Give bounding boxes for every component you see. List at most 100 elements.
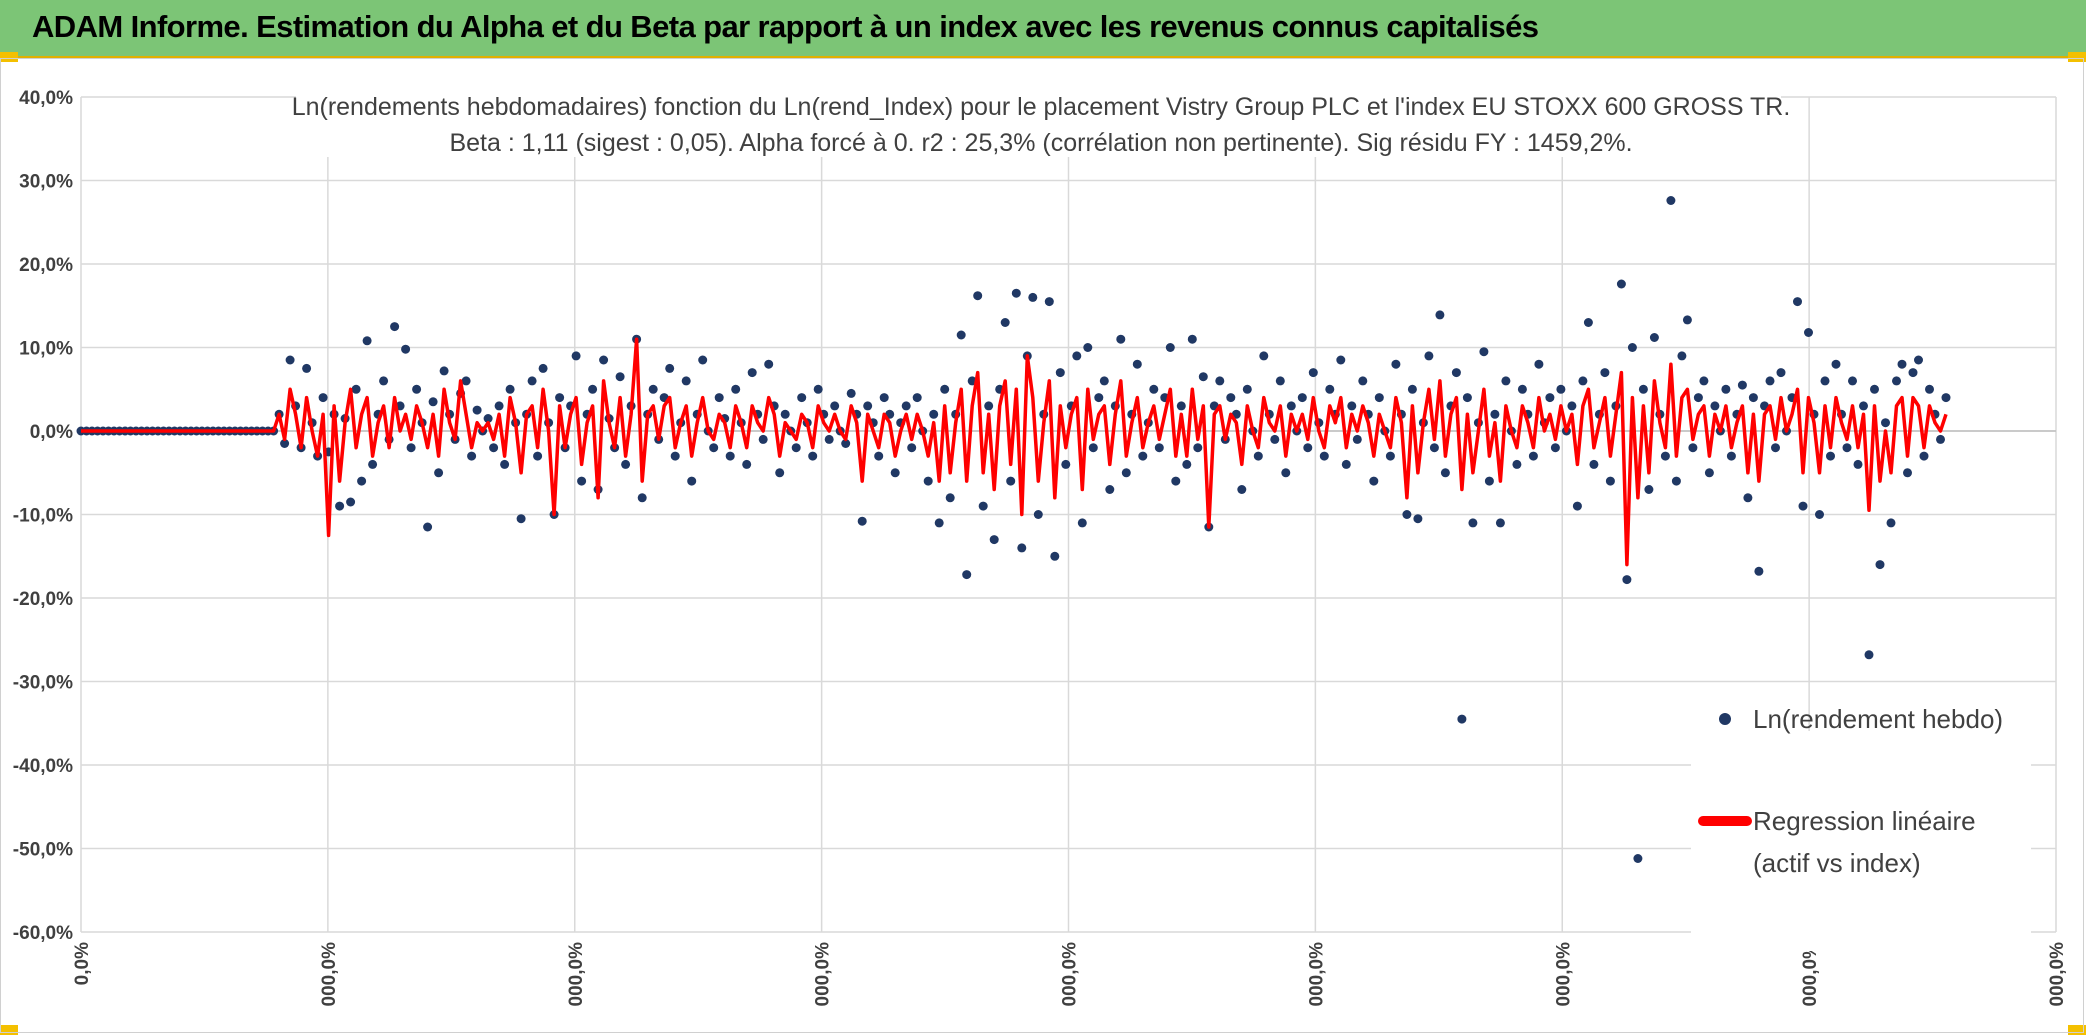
data-point [401,344,411,354]
data-point [1919,451,1929,461]
data-point [1517,384,1527,394]
data-point [1099,376,1109,386]
data-point [1341,459,1351,469]
data-point [1050,551,1060,561]
corner-marker-bottom-right [2068,1025,2086,1035]
data-point [1804,328,1813,337]
data-point [1578,376,1588,386]
y-tick-label: 30,0% [19,172,73,193]
data-point [1831,359,1841,369]
data-point [428,397,438,407]
x-tick-label: 000,0% [566,942,587,1007]
data-point [406,443,416,453]
y-tick-label: 40,0% [19,88,73,109]
data-point [764,359,774,369]
data-point [1633,854,1643,863]
data-point [1908,368,1918,378]
data-point [621,459,631,469]
data-point [973,291,983,301]
data-point [1820,376,1830,386]
data-point [357,476,367,486]
data-point [824,434,834,444]
data-point [907,443,917,453]
series-regression [81,337,1948,567]
data-point [335,501,345,511]
data-point [1550,443,1560,453]
data-point [1077,518,1087,528]
data-point [775,468,785,478]
data-point [1352,434,1362,444]
data-point [731,384,741,394]
data-point [1859,401,1868,411]
data-point [1385,451,1395,461]
data-point [1721,384,1731,394]
data-point [665,363,675,373]
data-point [379,376,389,386]
data-point [285,355,295,365]
data-point [742,459,752,469]
x-tick-label: 000,0% [1306,942,1327,1007]
data-point [698,355,708,365]
chart-titles: Ln(rendements hebdomadaires) fonction du… [292,87,1790,157]
y-tick-label: -60,0% [13,923,73,944]
data-point [879,393,889,403]
data-point [670,451,680,461]
data-point [984,401,994,411]
data-point [467,451,477,461]
data-point [1605,476,1615,486]
data-point [1171,476,1181,486]
data-point [368,459,378,469]
data-point [1242,384,1252,394]
data-point [1936,434,1945,444]
x-tick-label: 0,0% [72,942,93,985]
data-point [1176,401,1186,411]
data-point [1666,196,1676,205]
data-point [846,388,856,398]
legend-label-points: Ln(rendement hebdo) [1753,704,2003,734]
data-point [434,468,444,478]
data-point [1424,351,1434,361]
data-point [555,393,565,403]
data-point [1198,372,1208,382]
x-tick-label: 000,0% [1800,942,1821,1007]
data-point [1429,443,1439,453]
data-point [1116,334,1126,344]
data-point [1660,451,1670,461]
data-point [797,393,807,403]
data-point [1754,566,1764,576]
data-point [1743,493,1753,503]
report-header: ADAM Informe. Estimation du Alpha et du … [0,0,2086,58]
data-point [791,443,801,453]
legend-label-regression-line1: Regression linéaire [1753,806,1976,836]
legend-label-regression: Regression linéaire (actif vs index) [1753,806,1983,878]
data-point [1892,376,1901,386]
data-point [1336,355,1346,365]
data-point [1149,384,1159,394]
data-point [989,535,999,545]
data-point [1583,318,1593,327]
y-tick-label: -30,0% [13,673,73,694]
data-point [599,355,609,365]
data-point [1182,459,1192,469]
legend-label-regression-line2: (actif vs index) [1753,848,1921,878]
report-title: ADAM Informe. Estimation du Alpha et du … [32,9,1539,44]
data-point [1688,443,1698,453]
data-point [1270,434,1280,444]
title-background [296,87,1781,157]
data-point [1033,510,1043,519]
data-point [1501,376,1511,386]
data-point [1297,393,1307,403]
data-point [1369,476,1379,486]
data-point [1044,297,1054,307]
legend: Ln(rendement hebdo) Regression linéaire … [1691,704,2031,951]
data-point [709,443,719,453]
x-tick-label: 000,0% [1553,942,1574,1007]
data-point [1391,359,1401,369]
data-point [648,384,658,394]
data-point [577,476,587,486]
data-point [1017,543,1027,553]
data-point [1682,315,1692,325]
data-point [1435,310,1445,320]
data-point [780,409,790,419]
corner-marker-right [2068,52,2086,62]
